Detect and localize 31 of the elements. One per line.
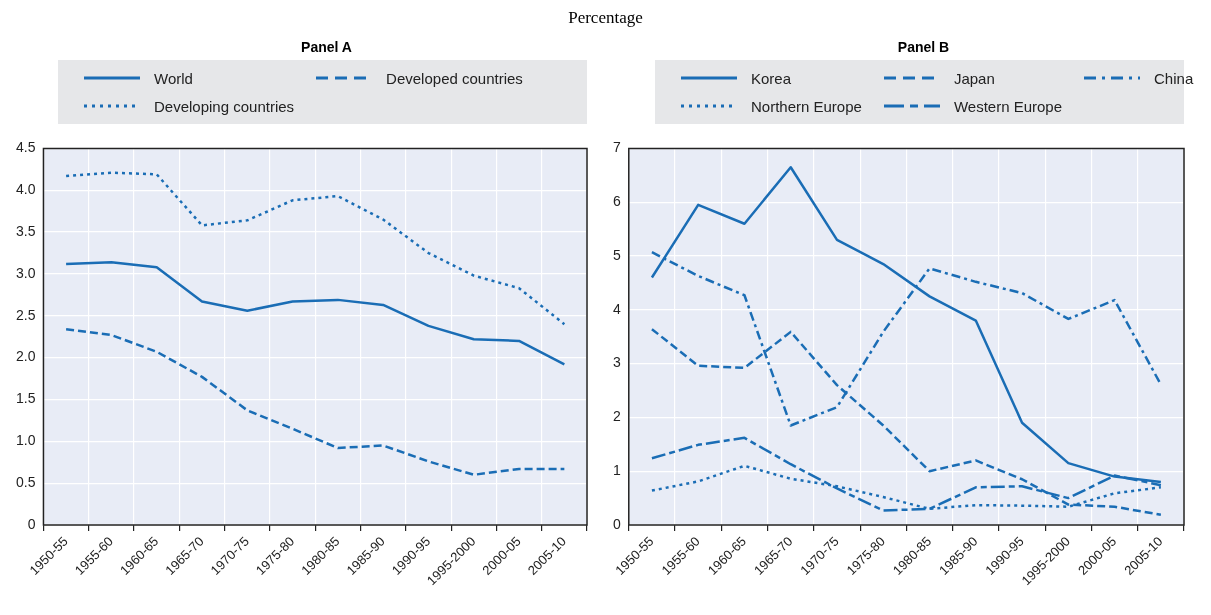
y-tick-label: 0 [27, 515, 36, 532]
legend-label: Developing countries [154, 97, 295, 115]
chart-title: Panel A [300, 38, 353, 57]
legend-label: China [1154, 69, 1194, 87]
legend-label: World [154, 69, 193, 87]
chart-title: Panel B [896, 38, 951, 57]
legend-label: Japan [953, 69, 995, 87]
y-tick-label: 3.5 [15, 222, 36, 239]
legend-label: Developed countries [386, 69, 523, 87]
y-tick-label: 1.0 [15, 432, 36, 449]
text: Percentage [567, 8, 644, 29]
y-tick-label: 5 [612, 246, 621, 263]
legend-label: Northern Europe [751, 97, 862, 115]
y-tick-label: 2 [612, 408, 621, 425]
y-tick-label: 4.5 [15, 139, 36, 156]
y-tick-label: 0 [612, 515, 621, 532]
y-tick-label: 1 [612, 462, 621, 479]
y-tick-label: 2.0 [15, 348, 36, 365]
y-tick-label: 3 [612, 354, 621, 371]
line-series [64, 171, 566, 326]
y-tick-label: 4.0 [15, 181, 36, 198]
legend-label: Korea [751, 69, 792, 87]
y-tick-label: 6 [612, 193, 621, 210]
y-tick-label: 0.5 [15, 474, 36, 491]
y-tick-label: 1.5 [15, 390, 36, 407]
line-series [64, 327, 566, 477]
y-tick-label: 3.0 [15, 264, 36, 281]
y-tick-label: 2.5 [15, 306, 36, 323]
legend-label: Western Europe [953, 97, 1063, 115]
y-tick-label: 4 [612, 300, 621, 317]
y-tick-label: 7 [612, 139, 621, 156]
